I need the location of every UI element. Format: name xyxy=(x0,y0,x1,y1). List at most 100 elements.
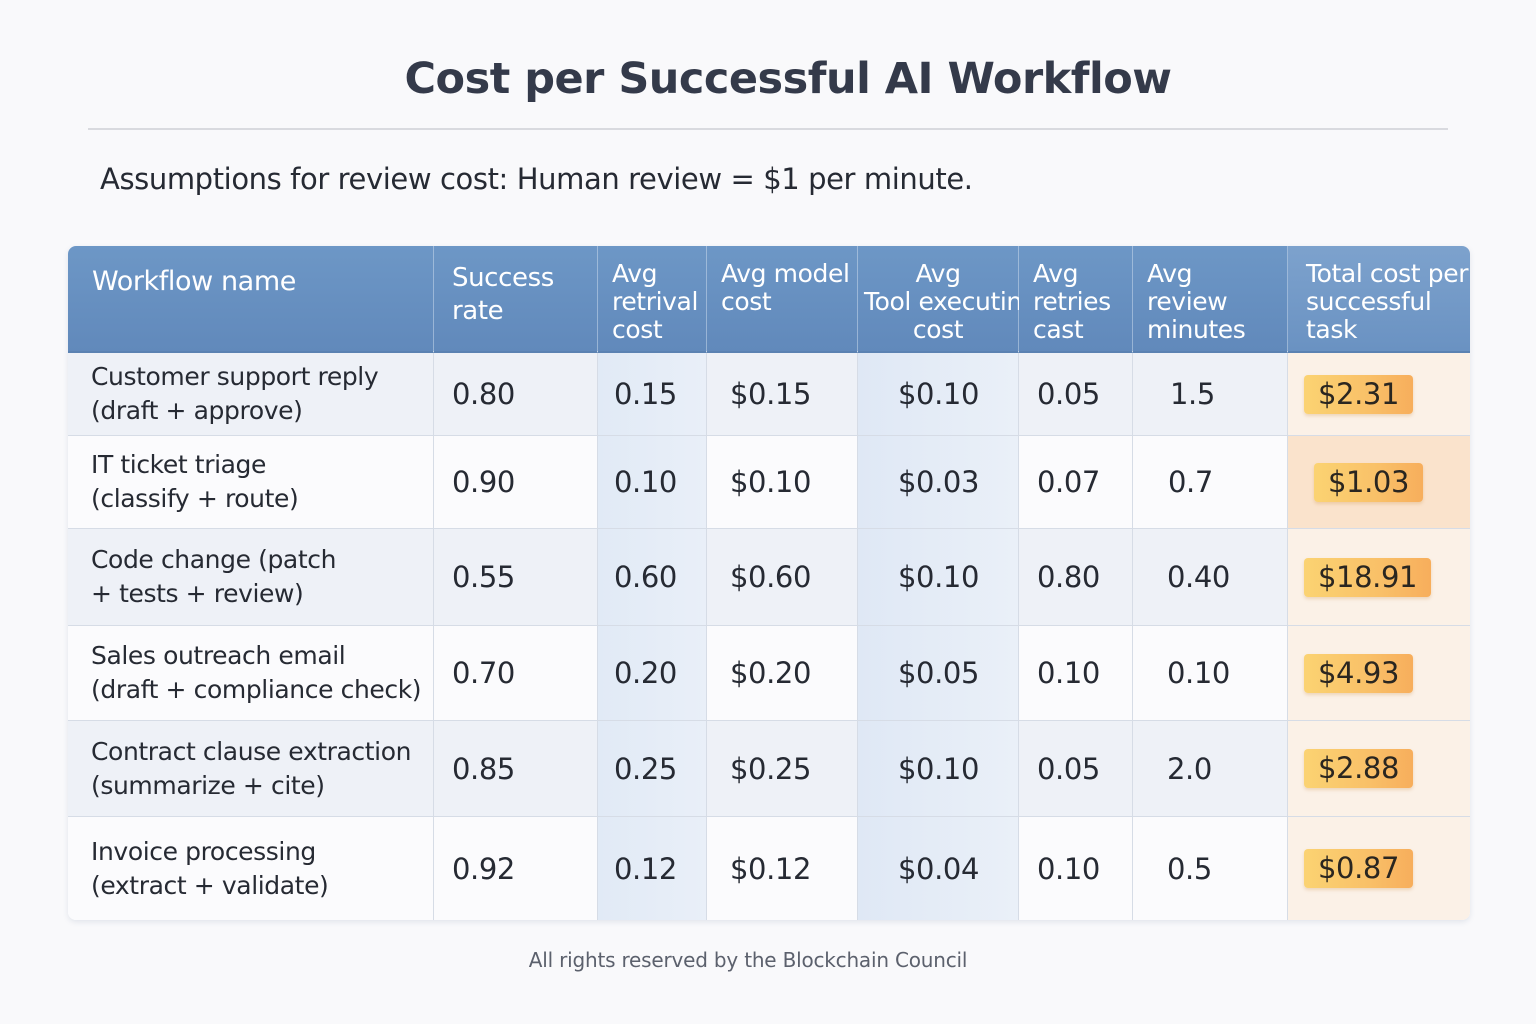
cell-retrieval-cost: 0.12 xyxy=(598,817,707,920)
cell-workflow-name: Customer support reply (draft + approve) xyxy=(68,353,434,436)
cell-model-cost: $0.10 xyxy=(707,436,858,529)
cell-retries-cost: 0.80 xyxy=(1019,529,1133,626)
cell-model-cost: $0.15 xyxy=(707,353,858,436)
cell-workflow-name: Sales outreach email (draft + compliance… xyxy=(68,626,434,721)
cell-review-minutes: 0.40 xyxy=(1133,529,1288,626)
cell-workflow-name: Code change (patch + tests + review) xyxy=(68,529,434,626)
header-text: Total cost per xyxy=(1306,259,1469,288)
cell-model-cost: $0.12 xyxy=(707,817,858,920)
cell-retrieval-cost: 0.15 xyxy=(598,353,707,436)
cell-review-minutes: 0.10 xyxy=(1133,626,1288,721)
header-tool-cost: Avg Tool executin cost xyxy=(858,246,1022,353)
total-cost-badge: $1.03 xyxy=(1314,462,1424,502)
cell-success-rate: 0.90 xyxy=(434,436,598,529)
header-text: retries xyxy=(1033,287,1111,316)
header-success-rate: Success rate xyxy=(434,246,598,353)
cell-success-rate: 0.85 xyxy=(434,721,598,817)
workflow-title: IT ticket triage xyxy=(91,450,266,479)
header-text: Tool executin xyxy=(864,287,1022,316)
header-text: Avg xyxy=(1033,259,1079,288)
page-title: Cost per Successful AI Workflow xyxy=(404,54,1172,104)
cell-tool-cost: $0.05 xyxy=(858,626,1019,721)
cell-review-minutes: 0.7 xyxy=(1133,436,1288,529)
workflow-title: Contract clause extraction xyxy=(91,736,412,766)
workflow-subtitle: + tests + review) xyxy=(91,579,304,608)
header-total-cost: Total cost per successful task xyxy=(1288,246,1470,353)
cell-total-cost: $1.03 xyxy=(1288,436,1470,529)
total-cost-badge: $4.93 xyxy=(1304,653,1414,693)
total-cost-badge: $2.88 xyxy=(1304,749,1414,788)
cell-tool-cost: $0.03 xyxy=(858,436,1019,529)
cell-total-cost: $2.31 xyxy=(1288,353,1470,436)
cell-model-cost: $0.25 xyxy=(707,721,858,817)
workflow-title: Invoice processing xyxy=(91,836,316,866)
header-text: retrival xyxy=(612,287,698,316)
cell-success-rate: 0.80 xyxy=(434,353,598,436)
header-text: review xyxy=(1147,287,1228,316)
workflow-subtitle: (extract + validate) xyxy=(91,870,329,900)
header-text: Success xyxy=(452,263,554,293)
cell-tool-cost: $0.10 xyxy=(858,353,1019,436)
cell-tool-cost: $0.10 xyxy=(858,721,1019,817)
cell-model-cost: $0.60 xyxy=(707,529,858,626)
header-text: Avg model xyxy=(721,259,850,288)
header-review-minutes: Avg review minutes xyxy=(1133,246,1288,353)
workflow-subtitle: (draft + compliance check) xyxy=(91,675,422,704)
workflow-title: Sales outreach email xyxy=(91,641,346,670)
header-text: Avg xyxy=(915,259,961,288)
cell-tool-cost: $0.04 xyxy=(858,817,1019,920)
cell-total-cost: $4.93 xyxy=(1288,626,1470,721)
cell-retrieval-cost: 0.25 xyxy=(598,721,707,817)
cell-retries-cost: 0.10 xyxy=(1019,817,1133,920)
cell-review-minutes: 0.5 xyxy=(1133,817,1288,920)
cell-model-cost: $0.20 xyxy=(707,626,858,721)
header-text: cast xyxy=(1033,315,1084,344)
cell-retrieval-cost: 0.10 xyxy=(598,436,707,529)
cell-success-rate: 0.70 xyxy=(434,626,598,721)
cell-retrieval-cost: 0.20 xyxy=(598,626,707,721)
cell-workflow-name: Contract clause extraction (summarize + … xyxy=(68,721,434,817)
header-text: successful xyxy=(1306,287,1432,316)
header-text: Avg xyxy=(612,259,658,288)
total-cost-badge: $2.31 xyxy=(1304,374,1414,414)
header-text: cost xyxy=(612,315,663,344)
cell-success-rate: 0.55 xyxy=(434,529,598,626)
total-cost-badge: $0.87 xyxy=(1304,849,1414,888)
header-text: task xyxy=(1306,315,1358,344)
workflow-subtitle: (draft + approve) xyxy=(91,396,303,425)
workflow-title: Code change (patch xyxy=(91,545,337,574)
header-retries-cost: Avg retries cast xyxy=(1019,246,1133,353)
cell-retries-cost: 0.05 xyxy=(1019,353,1133,436)
cell-retries-cost: 0.07 xyxy=(1019,436,1133,529)
workflow-subtitle: (summarize + cite) xyxy=(91,770,325,800)
cell-retrieval-cost: 0.60 xyxy=(598,529,707,626)
cell-workflow-name: Invoice processing (extract + validate) xyxy=(68,817,434,920)
cell-workflow-name: IT ticket triage (classify + route) xyxy=(68,436,434,529)
header-text: cost xyxy=(912,315,964,344)
header-workflow-name: Workflow name xyxy=(68,246,434,353)
cost-table: Workflow name Success rate Avg retrival … xyxy=(68,246,1470,920)
header-text: Workflow name xyxy=(92,266,296,297)
header-text: rate xyxy=(452,296,504,326)
cell-retries-cost: 0.10 xyxy=(1019,626,1133,721)
assumption-note: Assumptions for review cost: Human revie… xyxy=(100,162,973,196)
total-cost-badge: $18.91 xyxy=(1304,557,1432,597)
header-model-cost: Avg model cost xyxy=(707,246,858,353)
cost-table-grid: Workflow name Success rate Avg retrival … xyxy=(68,246,1470,920)
workflow-title: Customer support reply xyxy=(91,362,379,391)
header-text: Avg xyxy=(1147,259,1193,288)
cell-review-minutes: 2.0 xyxy=(1133,721,1288,817)
header-text: minutes xyxy=(1147,315,1246,344)
cell-success-rate: 0.92 xyxy=(434,817,598,920)
header-retrieval-cost: Avg retrival cost xyxy=(598,246,707,353)
cell-total-cost: $0.87 xyxy=(1288,817,1470,920)
cell-review-minutes: 1.5 xyxy=(1133,353,1288,436)
workflow-subtitle: (classify + route) xyxy=(91,484,299,513)
cell-retries-cost: 0.05 xyxy=(1019,721,1133,817)
title-divider xyxy=(88,128,1448,130)
copyright-footer: All rights reserved by the Blockchain Co… xyxy=(528,948,968,972)
header-text: cost xyxy=(721,287,772,316)
cell-total-cost: $18.91 xyxy=(1288,529,1470,626)
cell-tool-cost: $0.10 xyxy=(858,529,1019,626)
cell-total-cost: $2.88 xyxy=(1288,721,1470,817)
